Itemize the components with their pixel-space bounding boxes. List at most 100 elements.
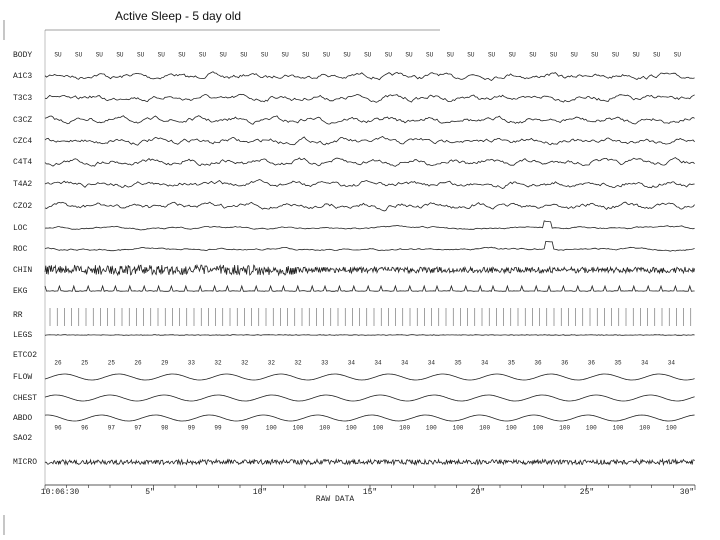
channel-label: EKG [13,287,28,296]
trace [44,240,695,252]
time-label: 10" [253,488,267,497]
channel-value: 34 [348,360,356,367]
trace [44,179,695,189]
channel-value: SU [343,52,351,59]
channel-value: 32 [268,360,276,367]
channel-value: SU [488,52,496,59]
channel-value: 34 [641,360,649,367]
channel-label: C4T4 [13,158,32,167]
channel-value: 100 [533,425,544,432]
channel-value: SU [674,52,682,59]
channel-label: MICRO [13,458,37,467]
channel-label: T3C3 [13,94,32,103]
time-label: 5" [145,488,155,497]
trace [44,414,695,422]
channel-value: 100 [479,425,490,432]
time-label: 15" [363,488,377,497]
channel-value: SU [509,52,517,59]
channel-value: 32 [214,360,222,367]
trace [44,71,695,81]
channel-value: SU [220,52,228,59]
channel-value: 100 [506,425,517,432]
channel-value: SU [199,52,207,59]
channel-value: SU [550,52,558,59]
channel-value: 36 [588,360,596,367]
time-label: 10:06:30 [41,488,80,497]
channel-value: SU [571,52,579,59]
channel-value: 97 [108,425,116,432]
channel-value: SU [96,52,104,59]
channel-label: CZO2 [13,202,32,211]
channel-value: SU [240,52,248,59]
channel-value: SU [612,52,620,59]
channel-value: SU [591,52,599,59]
trace [44,115,695,125]
footer: RAW DATA [316,495,355,504]
channel-value: SU [632,52,640,59]
title: Active Sleep - 5 day old [115,9,241,23]
channel-label: CZC4 [13,137,32,146]
trace [44,457,695,467]
channel-value: SU [302,52,310,59]
channel-value: 100 [373,425,384,432]
channel-value: SU [385,52,393,59]
channel-label: RR [13,311,23,320]
channel-value: 100 [453,425,464,432]
channel-value: 25 [81,360,89,367]
channel-value: SU [137,52,145,59]
channel-label: SAO2 [13,434,32,443]
channel-value: 26 [54,360,62,367]
channel-value: SU [75,52,83,59]
channel-value: SU [261,52,269,59]
channel-value: SU [653,52,661,59]
channel-value: SU [178,52,186,59]
channel-value: 99 [214,425,222,432]
channel-label: FLOW [13,373,32,382]
channel-label: T4A2 [13,180,32,189]
trace [44,373,695,381]
trace [44,263,695,277]
channel-label: BODY [13,51,32,60]
channel-value: 36 [534,360,542,367]
channel-value: 34 [668,360,676,367]
channel-value: 34 [374,360,382,367]
channel-value: 100 [266,425,277,432]
channel-label: LEGS [13,331,32,340]
channel-value: 32 [241,360,249,367]
channel-value: 97 [134,425,142,432]
time-label: 30" [680,488,694,497]
channel-value: 34 [428,360,436,367]
channel-label: CHIN [13,266,32,275]
time-label: 20" [471,488,485,497]
channel-label: A1C3 [13,72,32,81]
trace [44,334,695,336]
channel-value: 34 [481,360,489,367]
channel-value: 96 [81,425,89,432]
channel-value: 34 [401,360,409,367]
trace [44,201,695,212]
channel-label: CHEST [13,394,37,403]
channel-label: LOC [13,224,28,233]
channel-label: ABDO [13,414,32,423]
trace [44,136,695,146]
channel-value: 100 [426,425,437,432]
channel-value: SU [447,52,455,59]
channel-value: 100 [399,425,410,432]
channel-value: 98 [161,425,169,432]
channel-value: 35 [454,360,462,367]
trace [44,220,695,231]
channel-value: 35 [614,360,622,367]
channel-value: SU [281,52,289,59]
channel-value: 99 [188,425,196,432]
channel-value: 100 [346,425,357,432]
channel-value: SU [467,52,475,59]
channel-value: 100 [559,425,570,432]
time-label: 25" [580,488,594,497]
channel-value: SU [426,52,434,59]
channel-value: 36 [561,360,569,367]
channel-value: SU [364,52,372,59]
trace [44,394,695,402]
trace [44,284,695,292]
channel-value: SU [158,52,166,59]
